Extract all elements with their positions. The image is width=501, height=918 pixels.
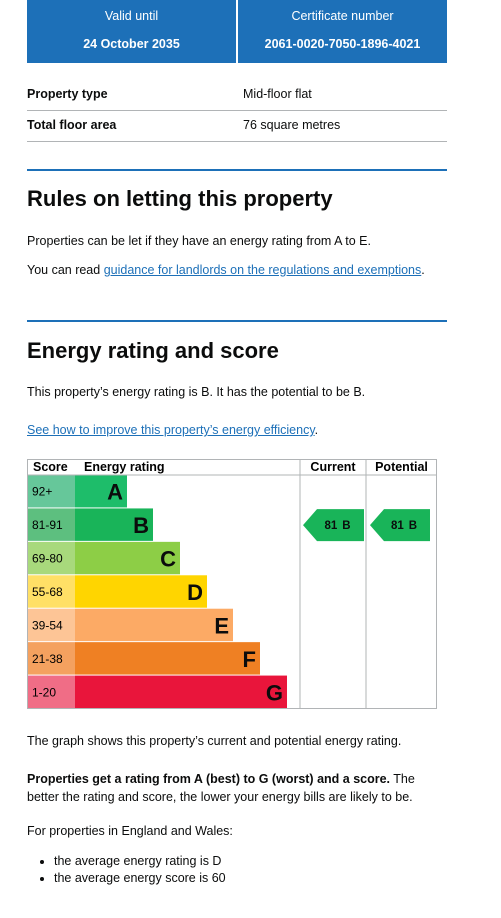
band-score: 1-20 (32, 685, 56, 699)
link[interactable]: See how to improve this property’s energ… (27, 423, 315, 437)
band-bar (75, 642, 260, 675)
band-letter: C (160, 547, 176, 572)
band-score: 81-91 (32, 518, 63, 532)
paragraph: Properties can be let if they have an en… (27, 234, 371, 248)
band-bar (75, 475, 127, 508)
score-cell (27, 508, 75, 541)
bullet: the average energy score is 60 (54, 870, 226, 887)
summary-key: Total floor area (27, 118, 117, 132)
paragraph: Properties get a rating from A (best) to… (27, 770, 447, 806)
section-heading: Rules on letting this property (27, 186, 333, 211)
rating-letter: B (342, 520, 350, 532)
column-header: Energy rating (84, 460, 165, 474)
band-bar (75, 575, 207, 608)
band-bar (75, 541, 180, 575)
rating-score: 81 (391, 520, 404, 532)
text: . (314, 423, 319, 437)
band-bar (75, 608, 233, 642)
score-cell (27, 608, 75, 642)
paragraph: For properties in England and Wales: (27, 824, 233, 838)
score-cell (27, 541, 75, 575)
graph-frame (27, 459, 437, 709)
divider (27, 110, 447, 111)
text: The better the rating and score, the low… (27, 772, 415, 804)
paragraph: This property’s energy rating is B. It h… (27, 385, 366, 399)
header-label: Certificate number (291, 9, 394, 23)
rating-score: 81 (324, 520, 337, 532)
rating-label: 81 B (324, 520, 350, 532)
score-cell (27, 675, 75, 708)
text: . (421, 263, 425, 277)
column-header: Score (33, 460, 68, 474)
section-rule (27, 320, 447, 322)
score-cell (27, 475, 75, 508)
column-header: Current (310, 460, 356, 474)
column-header: Potential (375, 460, 428, 474)
score-cell (27, 642, 75, 675)
band-letter: A (107, 480, 123, 505)
paragraph: The graph shows this property’s current … (27, 734, 402, 748)
paragraph: See how to improve this property’s energ… (27, 423, 318, 437)
band-score: 39-54 (32, 618, 63, 632)
band-bar (75, 508, 153, 541)
rating-arrow (370, 509, 430, 542)
section-heading: Energy rating and score (27, 338, 279, 363)
rating-label: 81 B (391, 520, 417, 532)
bullet-list: the average energy rating is D the avera… (27, 853, 226, 887)
band-score: 92+ (32, 485, 52, 499)
divider (27, 141, 447, 142)
rating-letter: B (409, 520, 417, 532)
rating-arrow (303, 509, 364, 542)
bold-text: Properties get a rating from A (best) to… (27, 772, 391, 786)
band-letter: E (214, 613, 229, 638)
band-letter: D (187, 580, 203, 605)
band-letter: F (243, 647, 256, 672)
band-score: 21-38 (32, 652, 63, 666)
header-cell: Certificate number 2061-0020-7050-1896-4… (238, 0, 447, 63)
header-cell: Valid until 24 October 2035 (27, 0, 236, 63)
paragraph: You can read guidance for landlords on t… (27, 263, 425, 277)
summary-key: Property type (27, 87, 108, 101)
band-letter: B (133, 513, 149, 538)
band-score: 69-80 (32, 552, 63, 566)
band-score: 55-68 (32, 585, 63, 599)
section-rule (27, 169, 447, 171)
link[interactable]: guidance for landlords on the regulation… (103, 263, 422, 277)
bullet: the average energy rating is D (54, 853, 226, 870)
header-label: Valid until (104, 9, 159, 23)
band-bar (75, 675, 287, 708)
band-letter: G (266, 680, 283, 705)
energy-graph: Score Energy rating Current Potential 92+ A 81… (27, 459, 437, 709)
summary-value: Mid-floor flat (243, 87, 312, 101)
header-value: 2061-0020-7050-1896-4021 (264, 37, 421, 51)
summary-value: 76 square metres (243, 118, 341, 132)
text: You can read (27, 263, 104, 277)
score-cell (27, 575, 75, 608)
header-value: 24 October 2035 (83, 37, 180, 51)
